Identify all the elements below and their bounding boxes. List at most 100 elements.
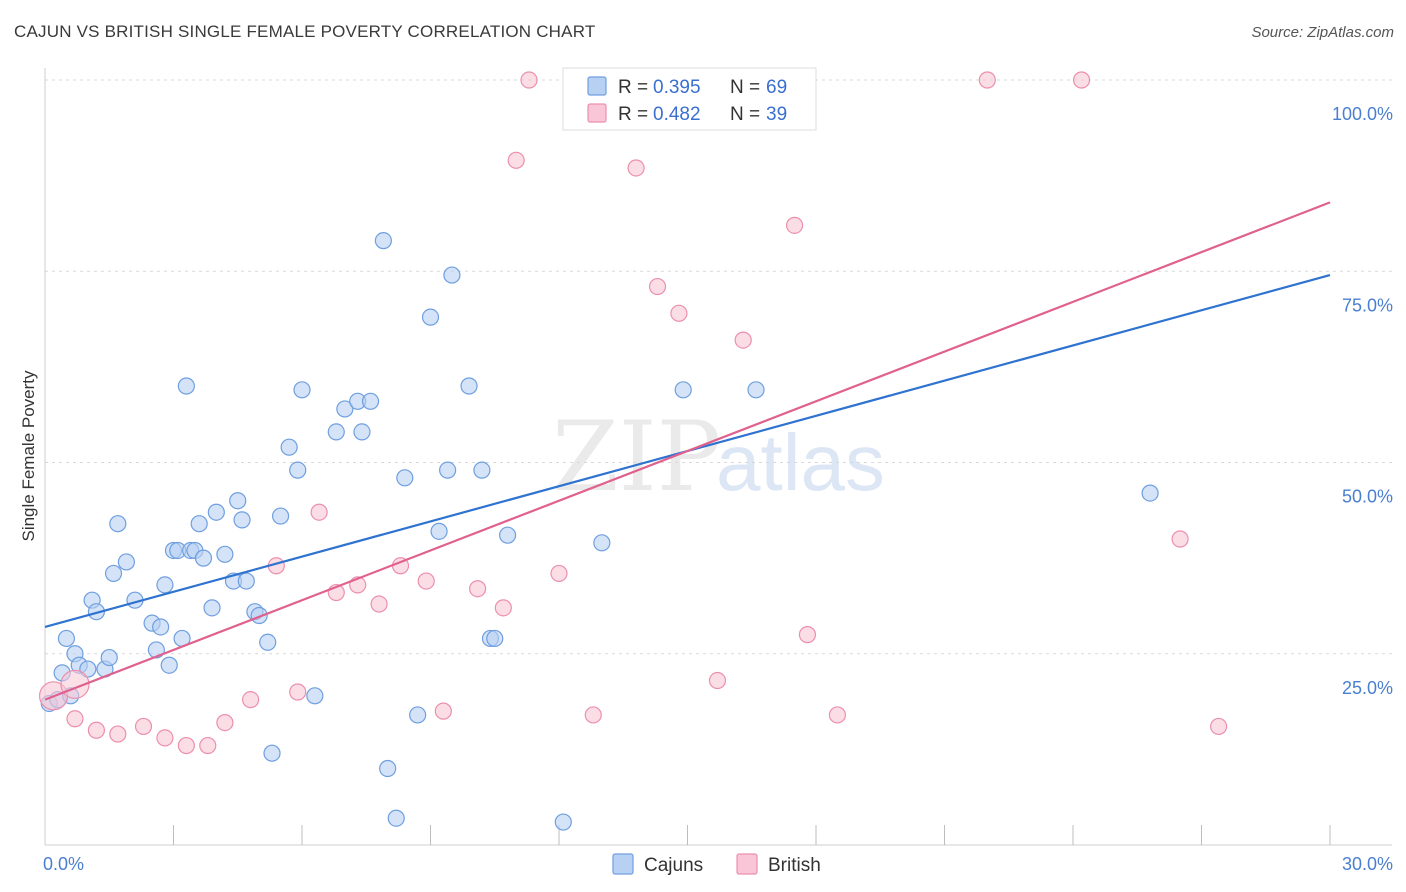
cajuns-point	[1141, 484, 1159, 502]
cajuns-point	[387, 809, 405, 827]
cajuns-point	[554, 813, 572, 831]
legend-r-label: R =	[618, 77, 648, 98]
cajuns-point	[160, 656, 178, 674]
british-point	[177, 736, 195, 755]
british-point	[828, 706, 847, 724]
cajuns-point	[229, 492, 247, 510]
british-point	[310, 503, 328, 521]
cajuns-point	[486, 629, 504, 648]
british-point	[670, 304, 688, 322]
british-point	[134, 717, 153, 736]
british-point	[1210, 717, 1228, 736]
legend-n-value: 69	[766, 77, 787, 98]
british-point	[469, 580, 487, 598]
cajuns-point	[499, 526, 517, 544]
y-tick-label: 50.0%	[1342, 487, 1393, 507]
cajuns-point	[293, 381, 311, 399]
british-point	[798, 626, 817, 644]
british-point	[550, 564, 568, 583]
grid-lines	[45, 79, 1392, 655]
cajuns-point	[117, 553, 135, 571]
british-point	[648, 277, 667, 296]
british-point	[520, 71, 538, 89]
cajuns-point	[439, 461, 457, 479]
legend-r-label: R =	[618, 104, 648, 125]
british-point	[584, 706, 602, 724]
cajuns-point	[109, 515, 127, 533]
cajuns-point	[280, 438, 298, 456]
y-tick-label: 25.0%	[1342, 678, 1393, 698]
cajuns-point	[177, 377, 195, 395]
legend-n-label: N =	[730, 104, 760, 125]
y-tick-label: 100.0%	[1332, 104, 1393, 124]
legend-n-value: 39	[766, 104, 787, 125]
cajuns-point	[473, 461, 491, 479]
cajuns-point	[409, 706, 427, 724]
british-point	[242, 691, 260, 709]
cajuns-point	[747, 381, 765, 399]
british-point	[156, 729, 174, 747]
british-point	[434, 702, 452, 720]
british-point	[785, 216, 804, 234]
british-legend-label: British	[768, 855, 821, 876]
y-tick-label: 75.0%	[1342, 295, 1393, 315]
british-point	[627, 159, 645, 177]
trend-lines	[44, 201, 1331, 701]
cajuns-point	[207, 503, 225, 521]
cajuns-point	[57, 629, 76, 648]
cajuns-point	[460, 377, 478, 395]
y-axis-label: Single Female Poverty	[19, 370, 38, 542]
cajuns-point	[216, 545, 234, 563]
cajuns-point	[353, 423, 371, 441]
x-tick-label: 30.0%	[1342, 854, 1393, 874]
cajuns-point	[203, 599, 221, 617]
cajuns-point	[233, 511, 251, 529]
cajuns-point	[674, 381, 692, 399]
watermark-zip: ZIP	[552, 401, 721, 513]
legend-r-value: 0.395	[653, 77, 701, 98]
cajuns-point	[237, 572, 255, 590]
cajuns-point	[379, 759, 397, 778]
british-point	[199, 736, 217, 755]
british-point	[66, 710, 84, 728]
british-point	[734, 331, 752, 349]
legend-n-label: N =	[730, 77, 760, 98]
british-point	[978, 71, 996, 89]
british-point	[708, 671, 727, 690]
cajuns-point	[100, 648, 118, 667]
legend-series: Cajuns British	[612, 853, 821, 876]
cajuns-point	[194, 549, 213, 567]
cajuns-point	[374, 232, 392, 250]
legend-r-value: 0.482	[653, 104, 701, 125]
cajuns-point	[104, 564, 123, 583]
british-point	[289, 683, 307, 701]
cajuns-point	[190, 515, 208, 533]
british-point	[507, 151, 525, 169]
cajuns-legend-swatch	[587, 76, 607, 96]
x-tick-label: 0.0%	[43, 854, 84, 874]
y-tick-labels: 25.0% 50.0% 75.0% 100.0%	[1332, 104, 1393, 698]
cajuns-point	[421, 308, 440, 326]
cajuns-point	[289, 461, 307, 479]
watermark-atlas: atlas	[716, 418, 885, 507]
legend-stats: R = 0.395 N = 69 R = 0.482 N = 39	[562, 67, 817, 131]
british-point	[1072, 71, 1091, 89]
chart-source: Source: ZipAtlas.com	[1251, 24, 1394, 41]
british-point	[109, 725, 127, 743]
cajuns-point	[396, 469, 414, 487]
british-point	[87, 721, 106, 739]
cajuns-point	[361, 392, 380, 410]
cajuns-point	[336, 400, 354, 418]
british-point	[1171, 530, 1189, 548]
cajuns-point	[327, 423, 345, 441]
british-point	[216, 713, 234, 732]
x-tick-labels: 0.0% 30.0%	[43, 854, 1393, 874]
british-point	[494, 599, 512, 617]
cajuns-point	[263, 744, 281, 762]
cajuns-point	[156, 576, 174, 594]
cajuns-point	[271, 507, 290, 525]
cajuns-legend-swatch-bottom	[612, 853, 634, 875]
british-point	[417, 572, 435, 590]
cajuns-point	[593, 534, 611, 552]
cajuns-point	[443, 266, 461, 284]
